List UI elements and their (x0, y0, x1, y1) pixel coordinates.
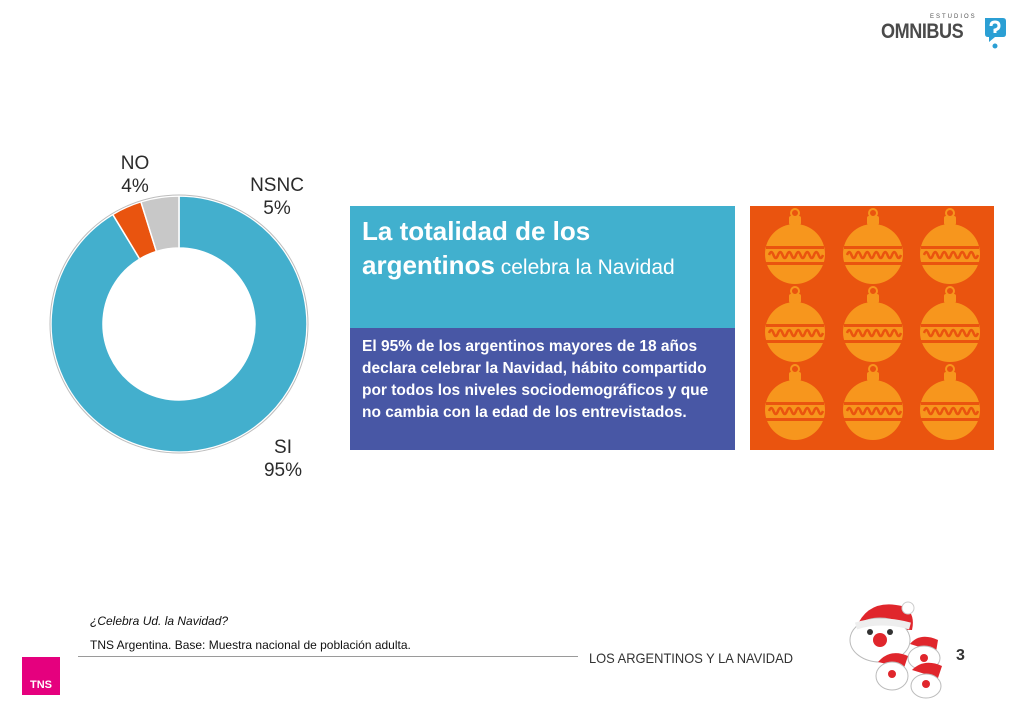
logo-main-text: OMNIBUS (881, 20, 964, 43)
donut-chart-svg (49, 194, 309, 454)
section-title: LOS ARGENTINOS Y LA NAVIDAD (589, 650, 794, 666)
summary-text: El 95% de los argentinos mayores de 18 a… (362, 338, 709, 421)
tns-logo: TNS (22, 657, 60, 695)
label-no-value: 4% (121, 176, 149, 197)
label-no-category: NO (120, 153, 150, 174)
label-no: NO 4% (102, 152, 168, 198)
label-nsnc: NSNC 5% (240, 174, 314, 220)
ornament (765, 208, 825, 284)
label-si-category: SI (274, 437, 292, 458)
logo-small-text: ESTUDIOS (930, 14, 977, 20)
headline-bold: La totalidad de los argentinos (362, 216, 591, 280)
summary-box: El 95% de los argentinos mayores de 18 a… (350, 328, 735, 450)
page-number: 3 (956, 647, 965, 664)
christmas-ornaments-image (750, 206, 994, 450)
ornament (765, 286, 825, 362)
donut-outline (49, 194, 309, 454)
headline-regular: celebra la Navidad (494, 256, 675, 279)
christmas-ornament-icon (765, 208, 980, 440)
label-si: SI 95% (250, 436, 316, 482)
label-nsnc-category: NSNC (250, 175, 304, 196)
ornament (920, 286, 980, 362)
ornament (843, 286, 903, 362)
footer-divider (78, 656, 578, 657)
label-si-value: 95% (263, 460, 303, 481)
survey-question: ¿Celebra Ud. la Navidad? (90, 614, 229, 628)
headline-box: La totalidad de los argentinos celebra l… (350, 206, 735, 328)
ornament (765, 364, 825, 440)
donut-chart: NO 4% NSNC 5% SI 95% (0, 140, 340, 500)
ornament (920, 364, 980, 440)
slice-nsnc (139, 195, 180, 253)
santa-face-icon (849, 601, 942, 699)
label-nsnc-value: 5% (263, 198, 291, 219)
survey-base: TNS Argentina. Base: Muestra nacional de… (90, 638, 411, 652)
slice-si (50, 195, 308, 453)
ornament (920, 208, 980, 284)
ornament (843, 364, 903, 440)
question-mark-icon (985, 18, 1006, 49)
ornament (843, 208, 903, 284)
